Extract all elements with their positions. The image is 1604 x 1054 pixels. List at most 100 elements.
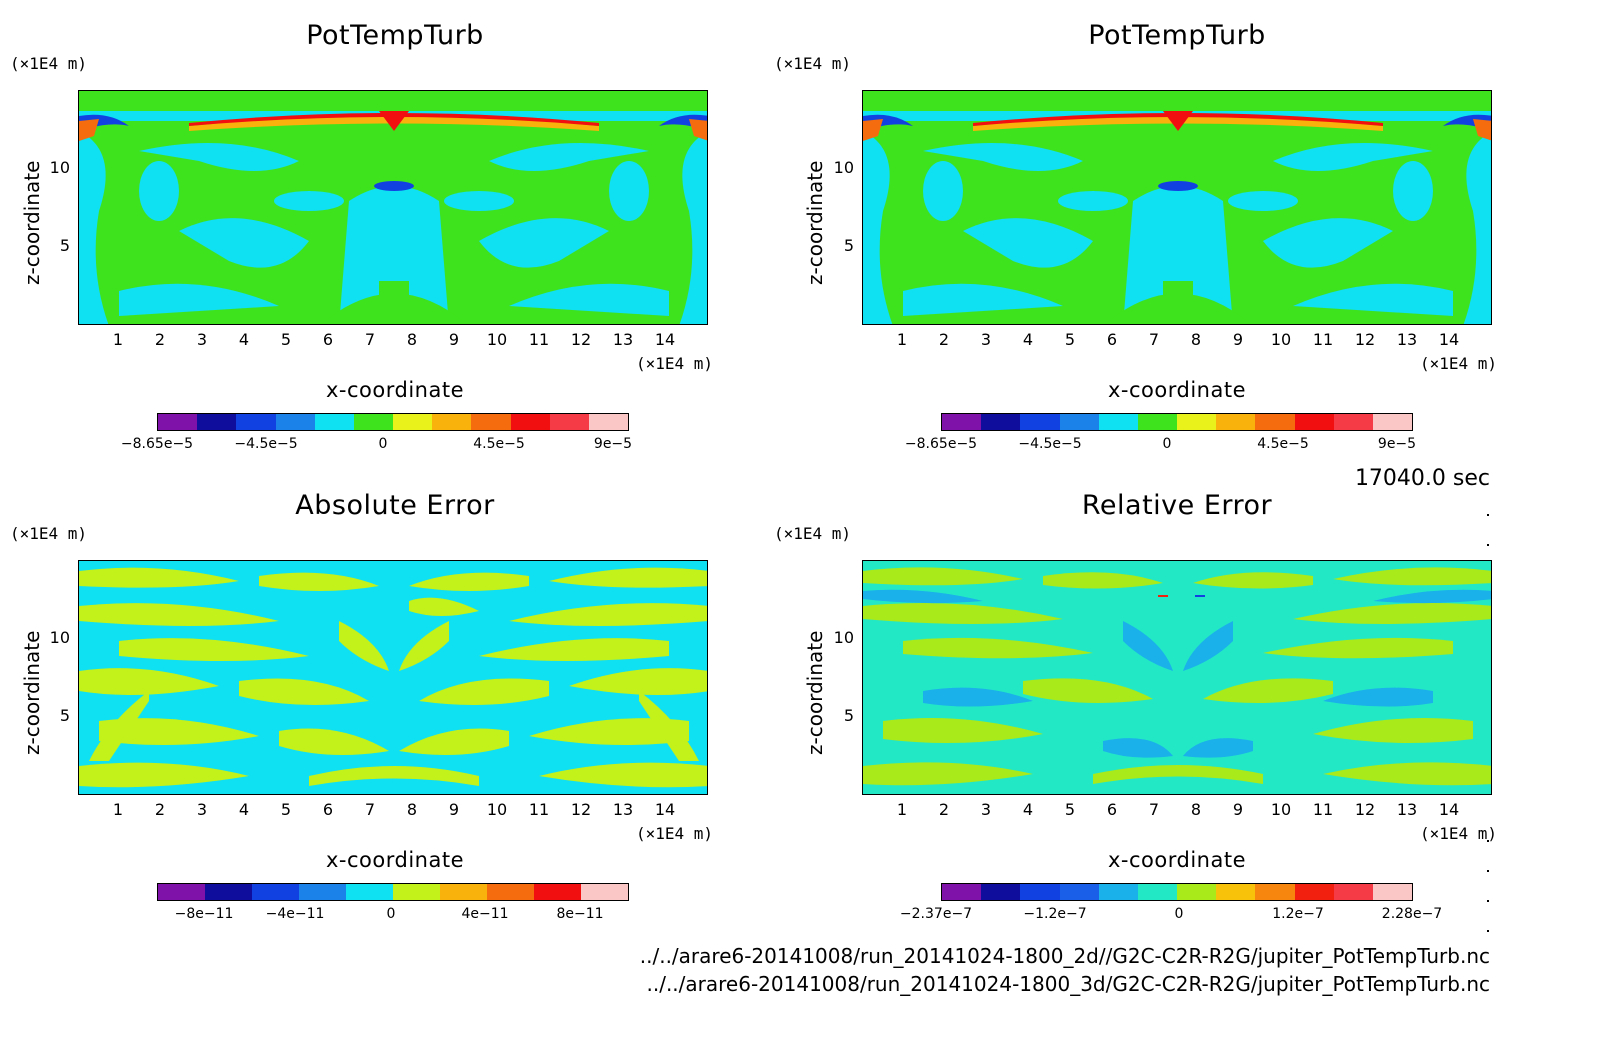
colorbar-segment [236,414,276,430]
x-tick-label: 2 [938,330,950,349]
heatmap-field [863,561,1491,794]
colorbar-segment [205,884,252,900]
colorbar-label: 4.5e−5 [1257,436,1309,452]
y-axis-label: z-coordinate [20,630,44,755]
colorbar-segment [588,414,629,430]
x-tick-label: 8 [1190,800,1202,819]
heatmap-field [863,91,1491,324]
x-tick-label: 10 [1270,330,1292,349]
x-tick-label: 6 [322,800,334,819]
y-tick-label: 5 [59,706,70,725]
colorbar [157,413,629,431]
x-tick-label: 4 [1022,800,1034,819]
colorbar-segment [393,414,433,430]
y-tick-label: 10 [833,628,854,647]
x-tick-label: 9 [1232,800,1244,819]
colorbar-segment [1294,414,1334,430]
colorbar-label: 0 [1162,436,1172,452]
colorbar-segment [1137,414,1178,430]
colorbar-segment [942,414,982,430]
colorbar-segment [549,414,589,430]
x-tick-label: 5 [280,330,292,349]
x-axis-label: x-coordinate [325,848,464,872]
colorbar-segment [1177,414,1217,430]
colorbar-segment [1333,884,1373,900]
x-tick-label: 3 [980,800,992,819]
colorbar [941,883,1413,901]
x-tick-label: 9 [448,330,460,349]
x-tick-label: 12 [570,800,592,819]
colorbar-segment [1059,414,1099,430]
x-tick-label: 1 [112,800,124,819]
y-tick-label: 5 [59,236,70,255]
y-unit-label: (×1E4 m) [774,524,852,543]
x-tick-label: 13 [612,330,634,349]
colorbar-segment [1216,884,1256,900]
x-tick-label: 13 [612,800,634,819]
timestamp-label: 17040.0 sec [1354,466,1490,491]
colorbar-label: −8.65e−5 [904,436,978,452]
x-tick-label: 1 [112,330,124,349]
x-tick-label: 11 [528,330,550,349]
colorbar-label: 4e−11 [461,906,509,922]
colorbar-segment [1255,884,1295,900]
y-axis-label: z-coordinate [20,160,44,285]
x-tick-label: 14 [1438,330,1460,349]
colorbar-segment [197,414,237,430]
marker-dot [1487,514,1489,516]
x-tick-label: 1 [896,800,908,819]
colorbar-segment [981,884,1021,900]
colorbar-segment [1372,884,1413,900]
x-unit-label: (×1E4 m) [1420,354,1498,373]
x-axis-label: x-coordinate [1107,848,1246,872]
x-tick-label: 11 [528,800,550,819]
x-axis-label: x-coordinate [1107,378,1246,402]
colorbar-segment [1059,884,1099,900]
y-tick-label: 10 [49,158,70,177]
colorbar-segment [581,884,628,900]
colorbar-segment [353,414,394,430]
panel-title: Relative Error [1081,490,1273,521]
x-tick-label: 10 [486,800,508,819]
x-unit-label: (×1E4 m) [636,824,714,843]
colorbar-segment [275,414,315,430]
x-tick-label: 11 [1312,800,1334,819]
colorbar-segment [346,884,393,900]
x-tick-label: 6 [322,330,334,349]
colorbar-label: 0 [386,906,396,922]
x-tick-label: 13 [1396,330,1418,349]
x-tick-label: 5 [1064,330,1076,349]
colorbar-label: 8e−11 [556,906,604,922]
x-tick-label: 5 [280,800,292,819]
panel-title: PotTempTurb [1088,20,1266,51]
x-tick-label: 14 [654,330,676,349]
colorbar [157,883,629,901]
x-tick-label: 14 [654,800,676,819]
x-tick-label: 13 [1396,800,1418,819]
colorbar-segment [942,884,982,900]
x-tick-label: 6 [1106,800,1118,819]
colorbar-label: 0 [378,436,388,452]
heatmap-field [79,91,707,324]
y-tick-label: 10 [49,628,70,647]
colorbar-segment [534,884,581,900]
colorbar-segment [440,884,487,900]
y-unit-label: (×1E4 m) [774,54,852,73]
colorbar-label: −8e−11 [174,906,234,922]
file-path-3d: ../../arare6-20141008/run_20141024-1800_… [646,972,1491,996]
heatmap-relative-error [862,560,1492,795]
colorbar-segment [510,414,550,430]
panel-title: Absolute Error [295,490,495,521]
y-unit-label: (×1E4 m) [10,54,88,73]
colorbar-segment [1255,414,1295,430]
colorbar-label: 1.2e−7 [1272,906,1324,922]
marker-dot [1487,900,1489,902]
x-tick-label: 4 [238,330,250,349]
heatmap-field [79,561,707,794]
heatmap-potemp-1 [78,90,708,325]
colorbar-segment [1020,414,1060,430]
colorbar-segment [158,884,205,900]
colorbar-label: −2.37e−7 [899,906,973,922]
colorbar-label: 0 [1174,906,1184,922]
